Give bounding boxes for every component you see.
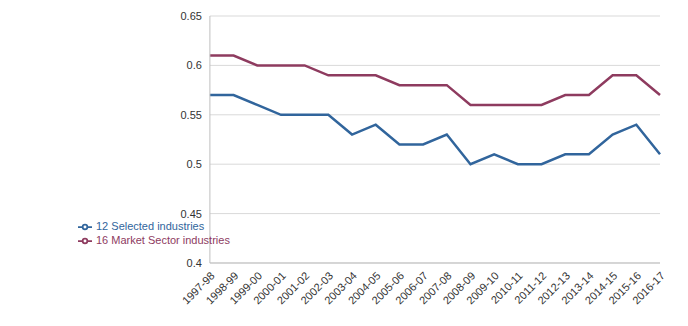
svg-text:2002-03: 2002-03 <box>298 269 336 307</box>
svg-text:2010-11: 2010-11 <box>488 269 525 306</box>
html-text:12 Selected industries: 12 Selected industries <box>96 220 205 232</box>
svg-text:0.65: 0.65 <box>180 10 201 22</box>
svg-text:2000-01: 2000-01 <box>250 269 288 307</box>
svg-text:1999-00: 1999-00 <box>227 269 265 307</box>
svg-text:2005-06: 2005-06 <box>369 269 407 307</box>
svg-text:0.45: 0.45 <box>180 208 201 220</box>
svg-text:2006-07: 2006-07 <box>393 269 430 307</box>
svg-text:0.55: 0.55 <box>180 109 201 121</box>
svg-text:2007-08: 2007-08 <box>416 269 454 307</box>
svg-text:2014-15: 2014-15 <box>582 269 620 307</box>
svg-text:0.5: 0.5 <box>187 158 202 170</box>
svg-text:2013-14: 2013-14 <box>558 269 596 307</box>
svg-text:2008-09: 2008-09 <box>440 269 478 307</box>
svg-text:2012-13: 2012-13 <box>535 269 573 307</box>
svg-text:0.6: 0.6 <box>187 59 202 71</box>
svg-text:2004-05: 2004-05 <box>345 269 383 307</box>
svg-text:0.4: 0.4 <box>187 257 202 269</box>
svg-text:2001-02: 2001-02 <box>274 269 312 307</box>
svg-text:2011-12: 2011-12 <box>512 269 549 306</box>
svg-text:2015-16: 2015-16 <box>606 269 644 307</box>
html-text:16 Market Sector industries: 16 Market Sector industries <box>96 234 230 247</box>
svg-text:1998-99: 1998-99 <box>203 269 241 307</box>
svg-text:2016-17: 2016-17 <box>630 269 667 306</box>
svg-text:1997-98: 1997-98 <box>179 269 217 307</box>
svg-text:2009-10: 2009-10 <box>464 269 502 307</box>
svg-text:2003-04: 2003-04 <box>321 269 359 307</box>
